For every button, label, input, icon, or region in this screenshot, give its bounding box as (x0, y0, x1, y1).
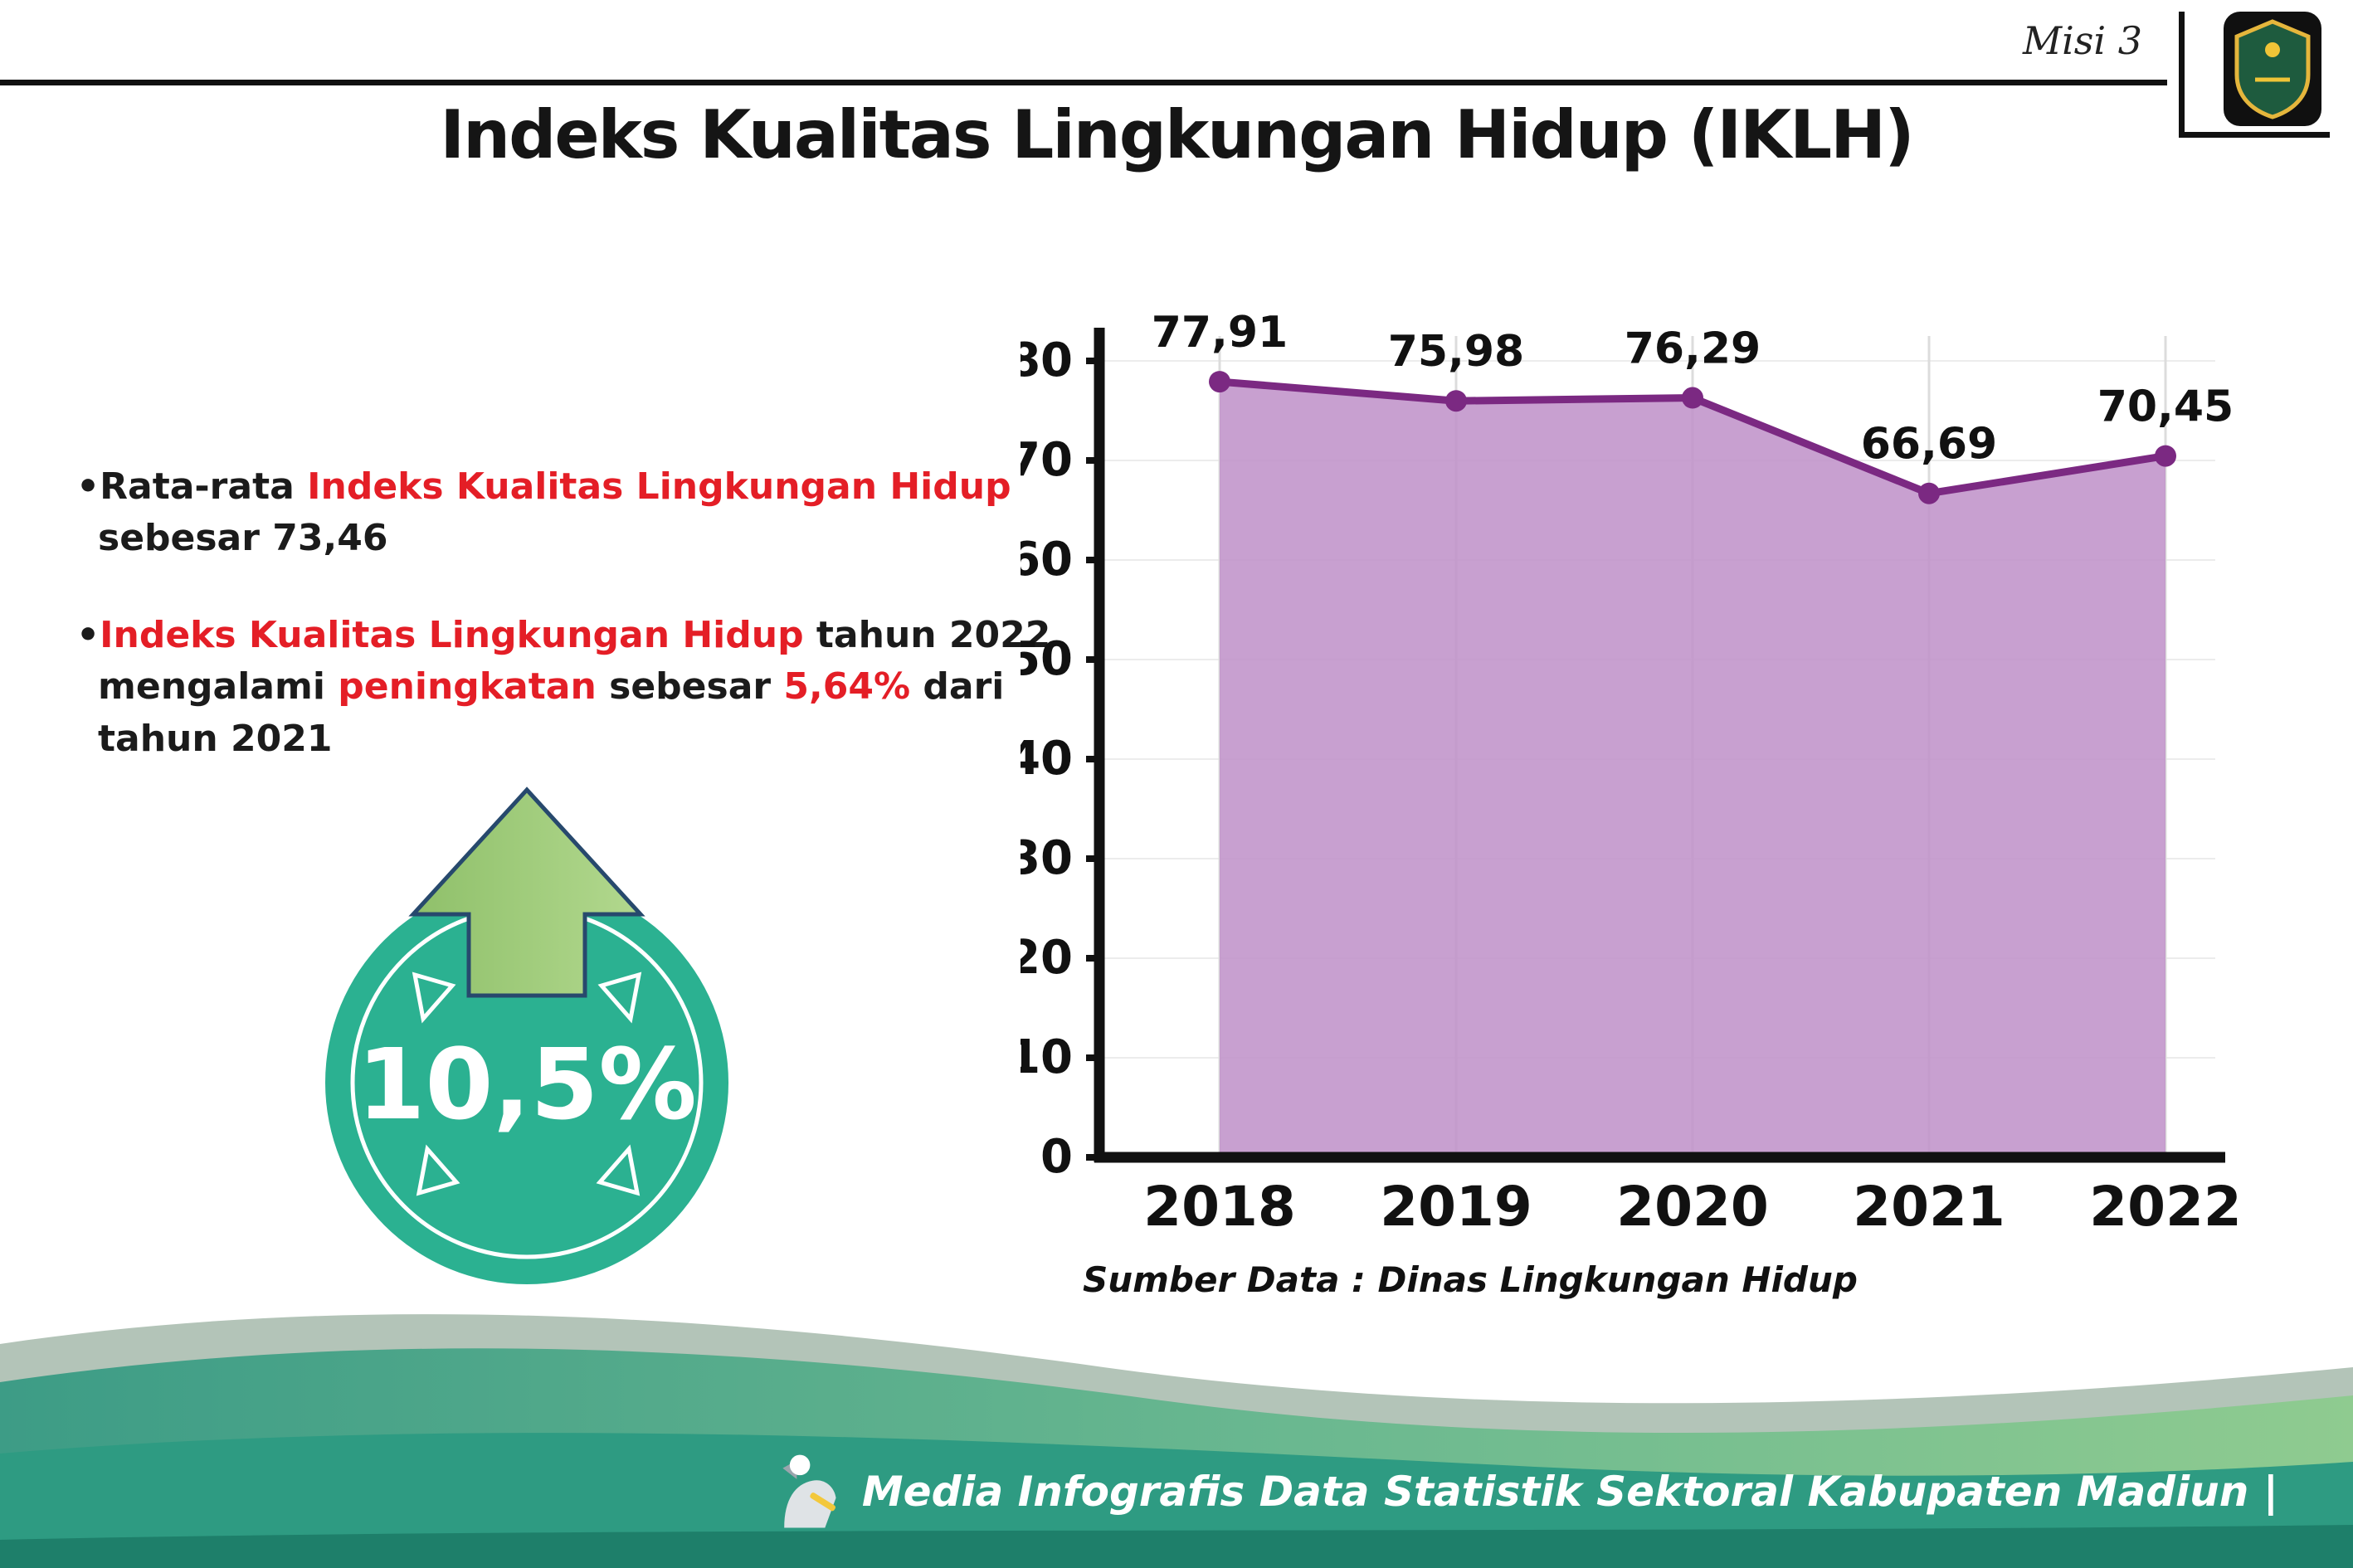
y-tick-label: 40 (1021, 732, 1073, 786)
data-label: 76,29 (1625, 324, 1761, 374)
y-tick-label: 60 (1021, 533, 1073, 587)
bullet-line: mengalami peningkatan sebesar 5,64% dari (76, 661, 1039, 713)
key-points: •Rata-rata Indeks Kualitas Lingkungan Hi… (76, 461, 1050, 810)
badge-tick-upper-left (412, 971, 456, 1024)
media-infografis-icon (782, 1454, 836, 1528)
footer-bar: Media Infografis Data Statistik Sektoral… (773, 1450, 2278, 1533)
bullet-dot: • (76, 613, 100, 656)
bullet-text-highlight: Indeks Kualitas Lingkungan Hidup (307, 465, 1011, 508)
data-point (2155, 445, 2176, 467)
data-point (1445, 390, 1467, 412)
page-title: Indeks Kualitas Lingkungan Hidup (IKLH) (440, 96, 1914, 173)
misi-label: Misi 3 (2022, 18, 2142, 63)
footer-waves (0, 1314, 2353, 1568)
bullet-text: sebesar 73,46 (98, 517, 388, 560)
growth-badge: 10,5% (325, 786, 728, 1284)
kabupaten-madiun-logo (2224, 12, 2321, 126)
data-label: 77,91 (1152, 308, 1288, 358)
footer-credit: Media Infografis Data Statistik Sektoral… (861, 1468, 2278, 1516)
bullet-text: dari (910, 665, 1005, 709)
badge-tick-lower-left (416, 1144, 460, 1196)
badge-tick-lower-right (596, 1144, 641, 1196)
x-tick-label: 2019 (1380, 1175, 1532, 1239)
data-label: 75,98 (1388, 327, 1524, 377)
badge-tick-upper-right (597, 971, 642, 1024)
x-tick-label: 2020 (1616, 1175, 1769, 1239)
data-label: 66,69 (1861, 420, 1997, 470)
bullet-text: Rata-rata (100, 465, 308, 508)
bullet-line: tahun 2021 (76, 713, 1039, 765)
iklh-area-chart: 77,91 75,98 76,29 66,69 70,45 0 10 20 30 40 50 60 70… (1021, 308, 2242, 1239)
bullet-dot: • (76, 465, 100, 508)
bullet-text: tahun 2021 (98, 717, 333, 760)
data-point (1209, 371, 1230, 393)
data-label: 70,45 (2097, 382, 2234, 432)
bullet-text-highlight: peningkatan (338, 665, 597, 709)
bullet-average-iklh: •Rata-rata Indeks Kualitas Lingkungan Hi… (76, 461, 1039, 565)
y-tick-label: 50 (1021, 632, 1073, 686)
y-tick-label: 30 (1021, 831, 1073, 885)
badge-value: 10,5% (357, 1027, 696, 1142)
bullet-text: tahun 2022 (803, 613, 1051, 656)
bullet-text: mengalami (98, 665, 339, 709)
data-point (1918, 482, 1940, 504)
y-tick-label: 20 (1021, 931, 1073, 985)
bullet-line: sebesar 73,46 (76, 513, 1039, 564)
header-rule (0, 80, 2167, 85)
area-fill (1220, 382, 2165, 1157)
bullet-text: sebesar (596, 665, 784, 709)
y-tick-label: 0 (1040, 1130, 1073, 1184)
bullet-line: •Rata-rata Indeks Kualitas Lingkungan Hi… (76, 461, 1039, 513)
x-tick-label: 2022 (2089, 1175, 2242, 1239)
bullet-text-highlight: Indeks Kualitas Lingkungan Hidup (100, 613, 804, 656)
badge-circle (325, 881, 728, 1284)
bullet-increase-2022: •Indeks Kualitas Lingkungan Hidup tahun … (76, 610, 1050, 765)
data-source-note: Sumber Data : Dinas Lingkungan Hidup (1083, 1259, 1858, 1300)
y-tick-label: 70 (1021, 433, 1073, 487)
bullet-line: •Indeks Kualitas Lingkungan Hidup tahun … (76, 610, 1050, 661)
footer-wave-dark (0, 1525, 2353, 1568)
x-tick-label: 2018 (1143, 1175, 1296, 1239)
up-arrow-icon (408, 786, 645, 998)
y-tick-label: 10 (1021, 1030, 1073, 1084)
data-point (1682, 387, 1703, 409)
y-tick-label: 80 (1021, 334, 1073, 387)
bullet-text-highlight: 5,64% (783, 665, 911, 709)
x-tick-label: 2021 (1853, 1175, 2005, 1239)
logo-frame (2179, 12, 2330, 138)
